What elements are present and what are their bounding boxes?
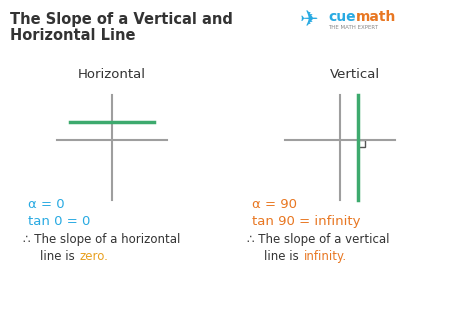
Text: Vertical: Vertical — [330, 68, 380, 81]
Text: tan 0 = 0: tan 0 = 0 — [28, 215, 91, 228]
Text: Horizontal Line: Horizontal Line — [10, 28, 136, 43]
Text: line is: line is — [264, 250, 302, 263]
Text: α = 0: α = 0 — [28, 198, 64, 211]
Text: math: math — [356, 10, 396, 24]
Text: THE MATH EXPERT: THE MATH EXPERT — [328, 25, 378, 30]
Text: The Slope of a Vertical and: The Slope of a Vertical and — [10, 12, 233, 27]
Text: α = 90: α = 90 — [252, 198, 297, 211]
Text: ∴ The slope of a horizontal: ∴ The slope of a horizontal — [23, 233, 181, 246]
Text: ✈: ✈ — [300, 10, 319, 30]
Bar — [358, 140, 365, 147]
Text: zero.: zero. — [80, 250, 109, 263]
Text: infinity.: infinity. — [304, 250, 347, 263]
Text: ∴ The slope of a vertical: ∴ The slope of a vertical — [247, 233, 390, 246]
Text: line is: line is — [40, 250, 79, 263]
Text: tan 90 = infinity: tan 90 = infinity — [252, 215, 361, 228]
Text: cue: cue — [328, 10, 356, 24]
Text: Horizontal: Horizontal — [78, 68, 146, 81]
